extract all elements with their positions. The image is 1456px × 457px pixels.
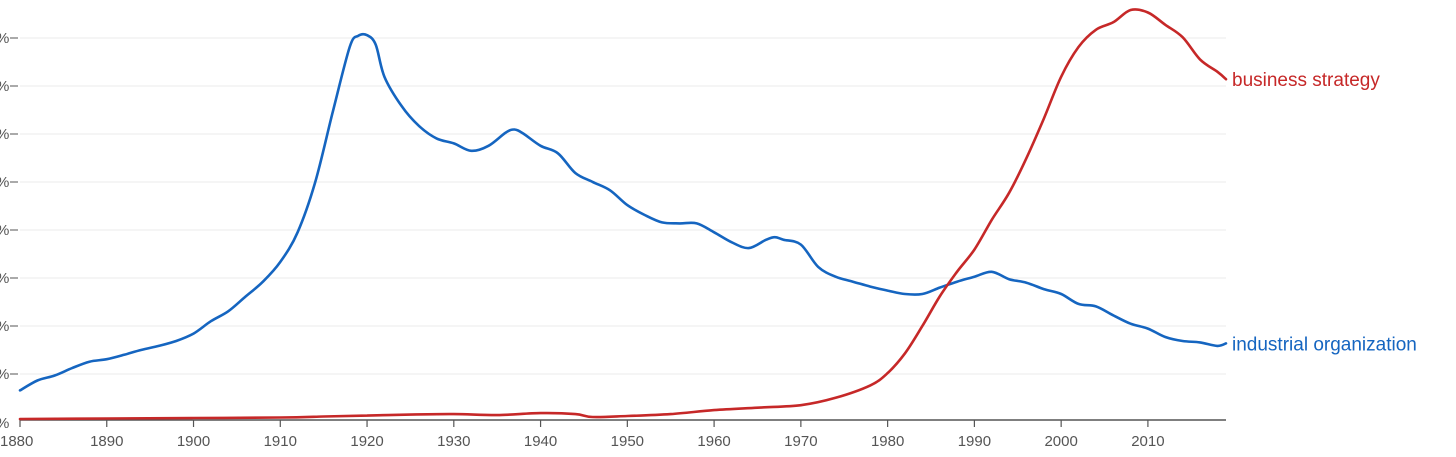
series-line-industrial-organization [18,32,1228,392]
y-tick-label: % [0,78,9,95]
series-line-business-strategy [18,8,1228,421]
series-label-industrial-organization: industrial organization [1232,334,1417,355]
x-tick-label: 1990 [958,433,991,450]
y-tick-label: % [0,366,9,383]
y-tick-label: % [0,318,9,335]
x-tick-label: 1890 [90,433,123,450]
y-tick-label: % [0,415,9,432]
x-tick-label: 1970 [784,433,817,450]
gridlines [20,37,1226,375]
x-tick-label: 1910 [264,433,297,450]
x-tick-label: 1980 [871,433,904,450]
x-tick-label: 1940 [524,433,557,450]
y-tick-label: % [0,222,9,239]
x-tick-label: 1960 [697,433,730,450]
x-tick-label: 2010 [1131,433,1164,450]
y-tick-label: % [0,30,9,47]
series-label-business-strategy: business strategy [1232,70,1380,91]
x-tick-label: 1900 [177,433,210,450]
x-tick-label: 1950 [611,433,644,450]
series-labels: industrial organization business strategy [1232,70,1417,355]
y-tick-label: % [0,174,9,191]
x-tick-label: 1930 [437,433,470,450]
y-axis: %%%%%%%%% [0,30,18,432]
x-tick-label: 1920 [350,433,383,450]
y-tick-label: % [0,270,9,287]
x-tick-label: 1880 [0,433,33,450]
x-tick-label: 2000 [1044,433,1077,450]
x-axis: 1880 1890 1900 1910 1920 1930 1940 1950 1960 1970… [0,419,1226,450]
y-tick-label: % [0,126,9,143]
series-lines [18,8,1228,421]
